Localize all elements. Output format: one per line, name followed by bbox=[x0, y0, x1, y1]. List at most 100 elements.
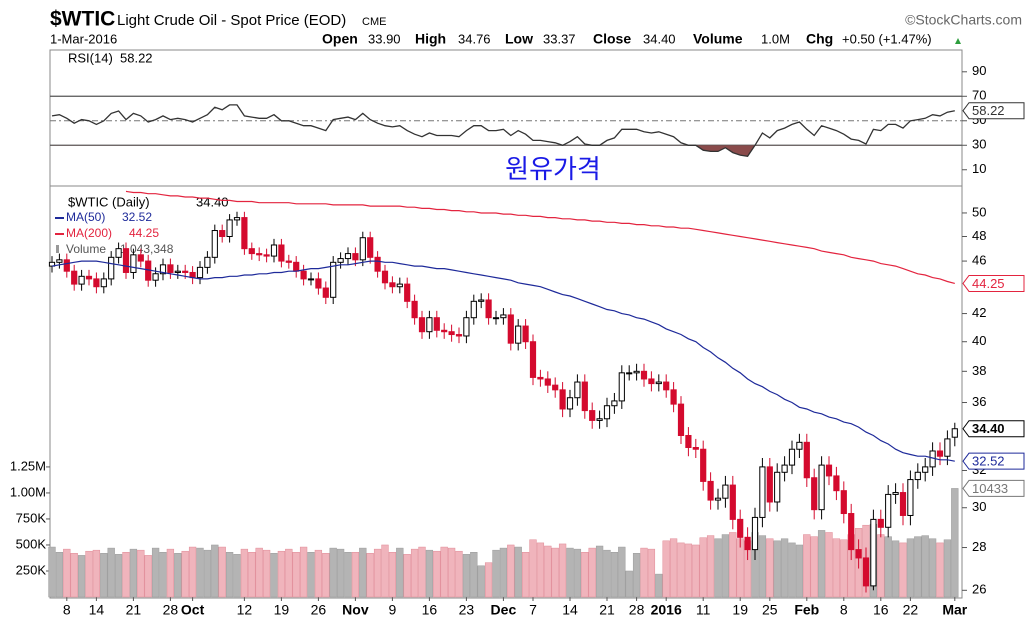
volume-bar bbox=[840, 539, 848, 598]
candle-body bbox=[796, 441, 803, 450]
volume-bar bbox=[470, 552, 478, 598]
volume-bar bbox=[566, 547, 574, 598]
candle-body bbox=[411, 300, 418, 319]
value-tag bbox=[962, 420, 1025, 438]
candle-body bbox=[270, 244, 278, 257]
candle-body bbox=[470, 300, 477, 319]
x-tick-label: 22 bbox=[903, 602, 919, 618]
value-tag-label: 10433 bbox=[972, 481, 1008, 496]
volume-bar bbox=[603, 549, 611, 598]
volume-bar bbox=[151, 547, 160, 598]
y-tick-label: 750K bbox=[16, 510, 47, 525]
symbol: $WTIC bbox=[50, 8, 115, 31]
source: ©StockCharts.com bbox=[905, 12, 1022, 28]
volume-bar bbox=[618, 546, 626, 598]
volume-bar bbox=[277, 550, 286, 598]
volume-bar bbox=[77, 555, 86, 598]
volume-bar bbox=[677, 542, 685, 598]
value-tag bbox=[962, 102, 1025, 120]
volume-bar bbox=[884, 536, 892, 598]
candle-body bbox=[85, 275, 93, 280]
volume-bar bbox=[159, 552, 167, 598]
volume-bar bbox=[144, 555, 152, 598]
candle-body bbox=[559, 389, 566, 410]
volume-bar bbox=[129, 548, 138, 598]
candle-body bbox=[914, 471, 921, 481]
y-tick-label: 30 bbox=[972, 499, 986, 514]
volume-bar bbox=[758, 535, 767, 598]
value-tag-label: 34.40 bbox=[972, 421, 1005, 436]
candle-body bbox=[359, 237, 366, 261]
quote-label: Volume bbox=[693, 31, 743, 47]
candle-body bbox=[285, 260, 292, 263]
y-tick-label: 46 bbox=[972, 253, 986, 268]
x-tick-label: Dec bbox=[491, 602, 517, 618]
volume-bar bbox=[544, 545, 552, 598]
candle-body bbox=[640, 370, 648, 380]
volume-bar bbox=[336, 548, 345, 598]
volume-bar bbox=[632, 553, 641, 598]
candle-body bbox=[115, 248, 122, 258]
subtitle: Light Crude Oil - Spot Price (EOD) bbox=[117, 12, 346, 29]
volume-bar bbox=[248, 552, 256, 598]
volume-bar bbox=[225, 552, 234, 598]
volume-bar bbox=[329, 547, 337, 598]
x-tick-label: Nov bbox=[342, 602, 369, 618]
volume-bar bbox=[440, 546, 448, 598]
candle-body bbox=[922, 466, 929, 473]
candle-body bbox=[529, 341, 537, 378]
x-tick-label: 11 bbox=[696, 602, 711, 618]
volume-bar bbox=[706, 535, 715, 598]
candle-body bbox=[811, 477, 818, 511]
exchange: CME bbox=[362, 16, 386, 28]
legend-swatch bbox=[56, 245, 59, 253]
x-tick-label: Feb bbox=[794, 602, 819, 618]
volume-bar bbox=[928, 538, 937, 598]
value-tag-label: 58.22 bbox=[972, 103, 1005, 118]
volume-bar bbox=[299, 546, 308, 598]
volume-bar bbox=[447, 547, 456, 598]
volume-bar bbox=[780, 538, 789, 598]
volume-bar bbox=[425, 549, 434, 598]
date: 1-Mar-2016 bbox=[50, 31, 117, 46]
x-tick-label: 28 bbox=[629, 602, 645, 618]
y-tick-label: 500K bbox=[16, 536, 47, 551]
candle-body bbox=[293, 261, 300, 272]
volume-bar bbox=[803, 534, 811, 598]
candle-body bbox=[729, 484, 736, 520]
volume-bar bbox=[914, 536, 922, 598]
candle-body bbox=[248, 248, 255, 255]
candle-body bbox=[737, 518, 744, 538]
candle-body bbox=[759, 466, 766, 518]
candle-body bbox=[862, 557, 870, 587]
candle-body bbox=[818, 464, 825, 511]
candle-body bbox=[885, 493, 892, 528]
volume-bar bbox=[699, 537, 707, 598]
volume-bar bbox=[625, 570, 633, 598]
candle-body bbox=[892, 492, 899, 495]
x-tick-label: 2016 bbox=[651, 602, 682, 618]
volume-bar bbox=[906, 538, 915, 598]
x-tick-label: 12 bbox=[237, 602, 253, 618]
volume-bar bbox=[832, 538, 841, 598]
y-tick-label: 1.00M bbox=[10, 484, 46, 499]
candle-body bbox=[751, 516, 759, 551]
candle-body bbox=[63, 259, 70, 272]
candle-body bbox=[389, 282, 396, 288]
y-tick-label: 38 bbox=[972, 363, 986, 378]
price-legend-value: 34.40 bbox=[196, 194, 229, 209]
ma200-legend-value: 44.25 bbox=[129, 226, 159, 240]
candle-body bbox=[56, 259, 63, 263]
volume-bar bbox=[721, 534, 730, 598]
volume-bar bbox=[647, 548, 656, 598]
x-tick-label: 19 bbox=[274, 602, 290, 618]
ma200-legend: MA(200) bbox=[66, 226, 112, 240]
volume-legend: Volume bbox=[66, 242, 106, 256]
volume-bar bbox=[262, 549, 271, 598]
candle-body bbox=[492, 317, 500, 320]
candle-body bbox=[870, 518, 877, 587]
volume-bar bbox=[610, 552, 619, 598]
volume-bar bbox=[188, 546, 197, 598]
candle-body bbox=[774, 471, 781, 503]
y-tick-label: 26 bbox=[972, 582, 986, 597]
